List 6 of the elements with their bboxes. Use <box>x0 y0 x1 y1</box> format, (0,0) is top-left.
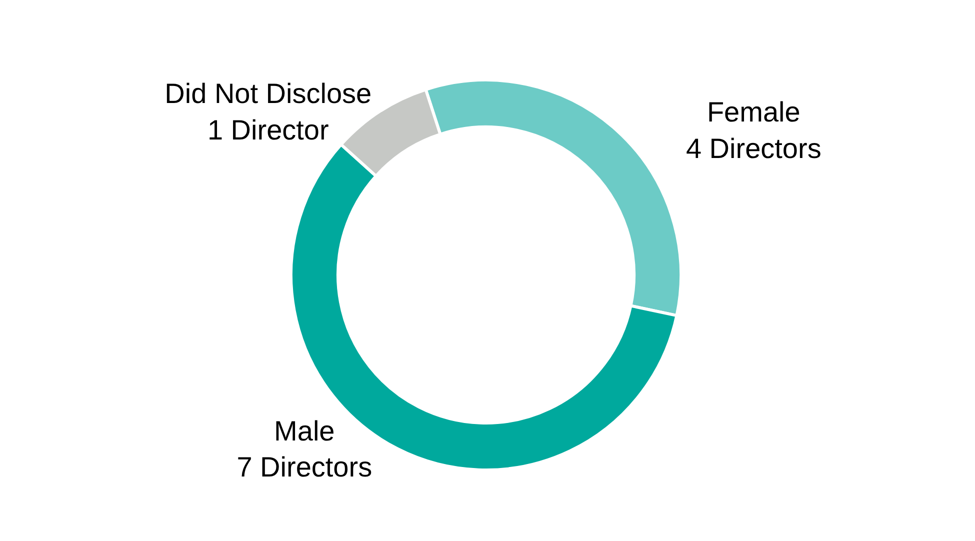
slice-label: Female <box>706 96 800 128</box>
data-label: 7 Directors <box>236 452 372 483</box>
slice-label: Male <box>274 415 335 446</box>
data-label: 4 Directors <box>686 133 822 164</box>
slice-label: Did Not Disclose <box>164 78 372 110</box>
data-label: 1 Director <box>207 114 329 146</box>
